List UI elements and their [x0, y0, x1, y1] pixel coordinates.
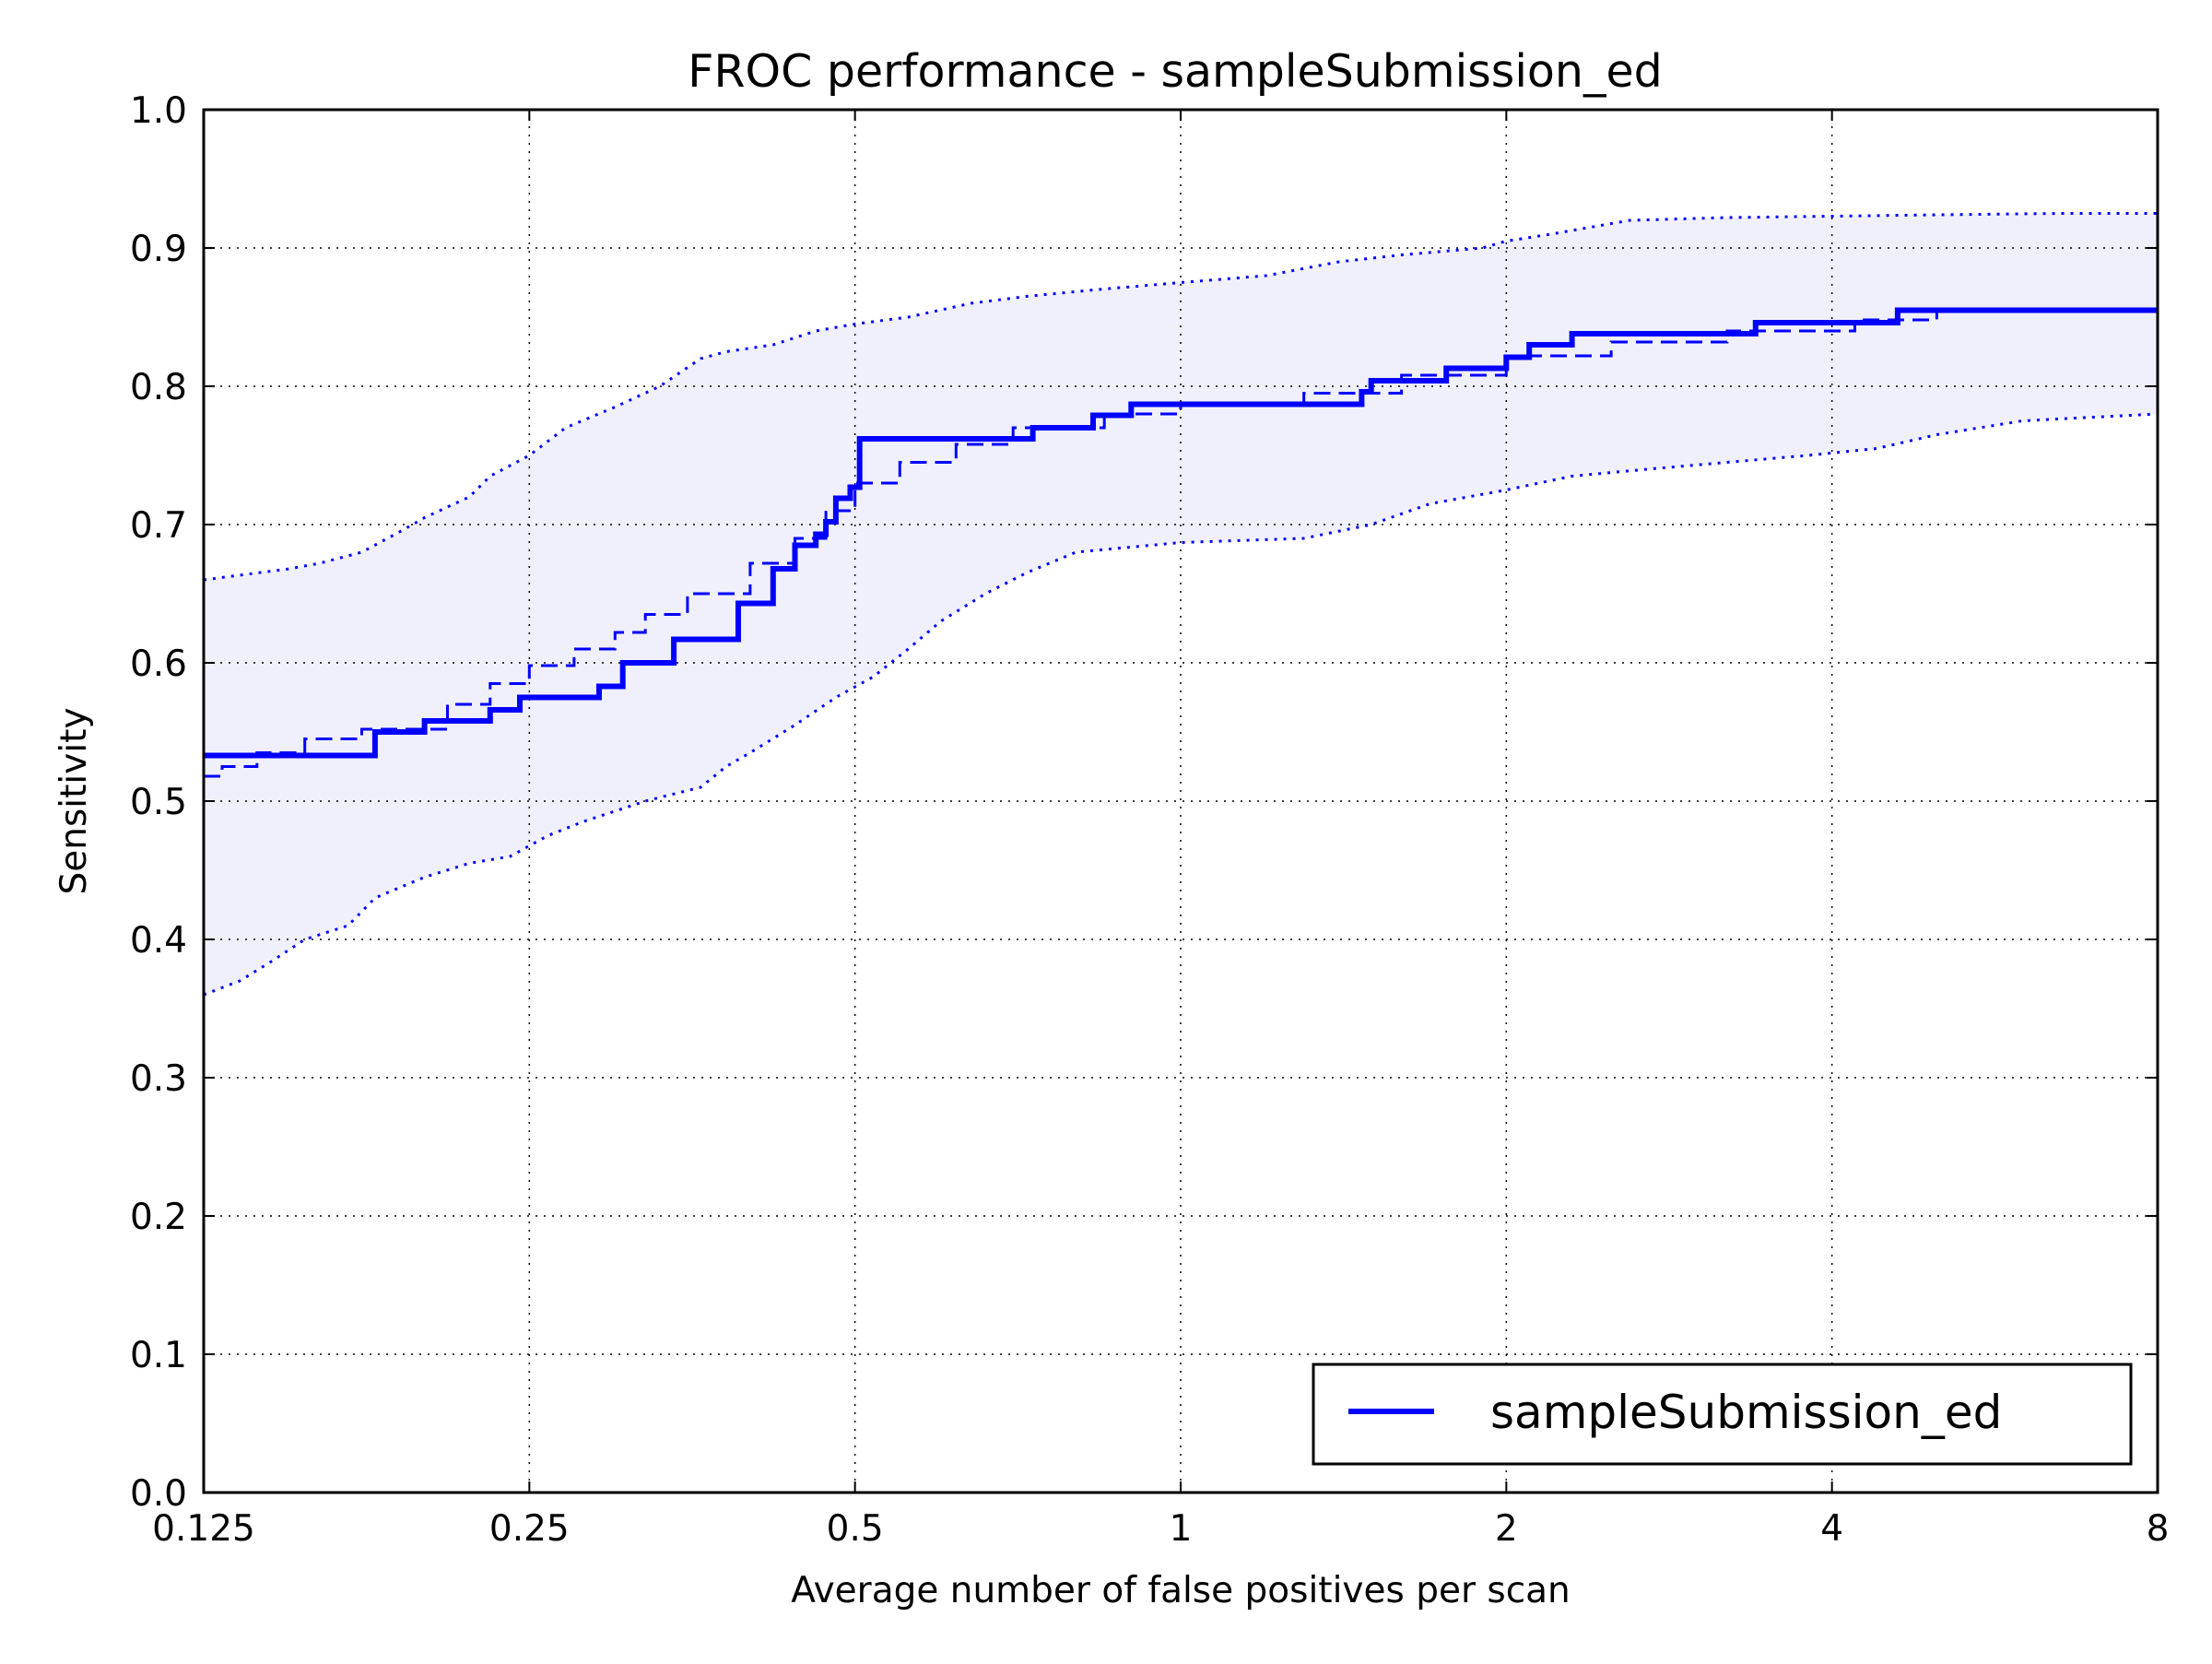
confidence-band — [204, 213, 2158, 995]
x-tick-label-4: 2 — [1495, 1508, 1518, 1550]
y-tick-label-10: 1.0 — [130, 90, 187, 132]
y-tick-label-5: 0.5 — [130, 782, 187, 823]
x-tick-layer: 0.125 0.25 0.5 1 2 4 8 — [152, 110, 2169, 1550]
x-tick-label-5: 4 — [1820, 1508, 1843, 1550]
chart-title: FROC performance - sampleSubmission_ed — [688, 45, 1662, 98]
series-layer — [203, 212, 2159, 997]
x-tick-label-3: 1 — [1170, 1508, 1193, 1550]
legend: sampleSubmission_ed — [1312, 1363, 2133, 1466]
y-tick-label-7: 0.7 — [130, 505, 187, 547]
confidence-band-layer — [204, 213, 2158, 995]
y-tick-label-3: 0.3 — [130, 1058, 187, 1100]
y-tick-label-4: 0.4 — [130, 920, 187, 962]
legend-label: sampleSubmission_ed — [1490, 1386, 2002, 1439]
y-tick-label-6: 0.6 — [130, 643, 187, 685]
x-tick-label-6: 8 — [2147, 1508, 2170, 1550]
y-tick-label-8: 0.8 — [130, 367, 187, 408]
x-tick-label-1: 0.25 — [489, 1508, 570, 1550]
y-tick-label-2: 0.2 — [130, 1197, 187, 1238]
y-tick-label-1: 0.1 — [130, 1335, 187, 1376]
y-tick-layer: 0.0 0.1 0.2 0.3 0.4 0.5 0.6 0.7 0.8 0.9 1.0 — [130, 90, 2158, 1515]
y-tick-label-9: 0.9 — [130, 229, 187, 270]
x-tick-label-0: 0.125 — [152, 1508, 255, 1550]
y-tick-label-0: 0.0 — [130, 1473, 187, 1515]
x-tick-label-2: 0.5 — [827, 1508, 884, 1550]
froc-curve-line — [204, 307, 2158, 759]
x-axis-label: Average number of false positives per sc… — [791, 1570, 1571, 1611]
y-axis-label: Sensitivity — [53, 707, 95, 894]
legend-box — [1312, 1363, 2133, 1466]
upper-bound-line — [203, 212, 2158, 582]
